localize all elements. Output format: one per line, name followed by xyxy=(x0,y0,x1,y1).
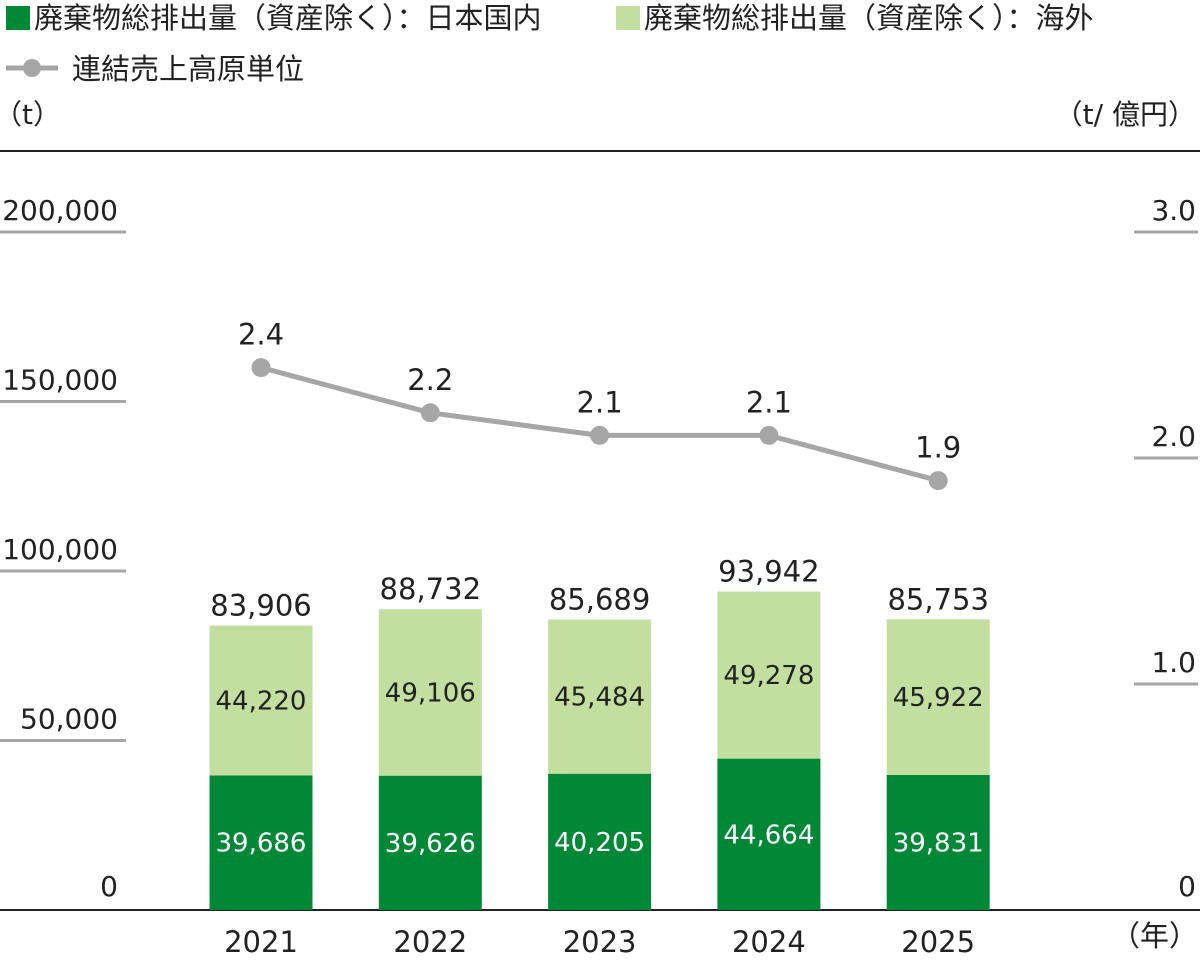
bar-label-overseas: 49,278 xyxy=(723,661,814,691)
left-tick-label: 150,000 xyxy=(2,364,118,397)
bar-label-domestic: 39,831 xyxy=(893,828,984,858)
left-tick-label: 100,000 xyxy=(2,533,118,566)
x-tick-label: 2024 xyxy=(732,925,806,959)
bar-total-label: 88,732 xyxy=(380,572,481,606)
bar-label-overseas: 49,106 xyxy=(385,678,476,708)
intensity-point xyxy=(420,403,440,423)
intensity-label: 2.1 xyxy=(577,385,623,419)
left-tick-label: 200,000 xyxy=(2,194,118,227)
bar-domestic xyxy=(378,775,482,910)
bar-domestic xyxy=(886,774,990,910)
x-tick-label: 2023 xyxy=(563,925,637,959)
intensity-label: 2.4 xyxy=(238,318,284,352)
bar-domestic xyxy=(548,773,652,910)
bar-label-domestic: 39,686 xyxy=(216,829,307,859)
intensity-point xyxy=(759,425,779,445)
intensity-point xyxy=(928,471,948,491)
bar-label-overseas: 45,922 xyxy=(893,683,984,713)
left-tick-label: 50,000 xyxy=(20,703,118,736)
legend-swatch-domestic xyxy=(6,6,30,30)
right-tick-label: 2.0 xyxy=(1151,420,1196,453)
legend-label-overseas: 廃棄物総排出量（資産除く）：海外 xyxy=(644,1,1094,35)
right-tick-label: 1.0 xyxy=(1151,646,1196,679)
x-axis-unit: （年） xyxy=(1111,919,1198,953)
right-tick-label: 3.0 xyxy=(1151,194,1196,227)
intensity-point xyxy=(251,358,271,378)
bar-label-domestic: 40,205 xyxy=(554,828,645,858)
bar-label-domestic: 44,664 xyxy=(723,820,814,850)
legend-label-domestic: 廃棄物総排出量（資産除く）：日本国内 xyxy=(34,1,542,35)
legend-swatch-overseas xyxy=(616,6,640,30)
bar-overseas xyxy=(209,625,313,776)
intensity-point xyxy=(590,425,610,445)
legend: 廃棄物総排出量（資産除く）：日本国内 廃棄物総排出量（資産除く）：海外 連結売上… xyxy=(6,1,1094,86)
x-tick-label: 2022 xyxy=(393,925,467,959)
bar-overseas xyxy=(378,609,482,776)
intensity-label: 2.2 xyxy=(407,363,453,397)
bar-total-label: 85,689 xyxy=(549,583,650,617)
bar-label-overseas: 45,484 xyxy=(554,683,645,713)
bar-overseas xyxy=(548,619,652,774)
left-axis-unit: （t） xyxy=(0,98,61,131)
bar-total-label: 83,906 xyxy=(210,589,311,623)
right-tick-label: 0 xyxy=(1178,870,1196,903)
bar-label-domestic: 39,626 xyxy=(385,829,476,859)
legend-label-intensity: 連結売上高原単位 xyxy=(72,52,304,86)
right-axis-unit: （t/ 億円） xyxy=(1055,98,1196,131)
x-tick-label: 2021 xyxy=(224,925,298,959)
bar-overseas xyxy=(717,591,821,759)
intensity-label: 1.9 xyxy=(915,431,961,465)
bar-total-label: 93,942 xyxy=(718,555,819,589)
bar-domestic xyxy=(209,775,313,910)
x-tick-label: 2025 xyxy=(901,925,975,959)
bar-overseas xyxy=(886,619,990,775)
bar-domestic xyxy=(717,758,821,910)
left-tick-label: 0 xyxy=(100,870,118,903)
bar-total-label: 85,753 xyxy=(887,582,988,616)
legend-line-marker xyxy=(23,59,41,77)
intensity-label: 2.1 xyxy=(746,385,792,419)
bar-label-overseas: 44,220 xyxy=(216,687,307,717)
